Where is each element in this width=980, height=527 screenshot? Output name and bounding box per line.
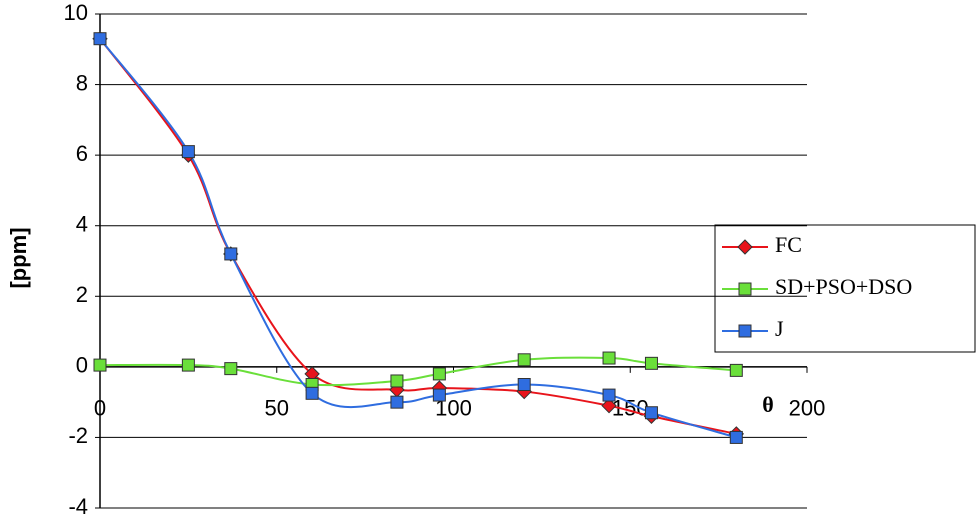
marker bbox=[432, 388, 446, 402]
legend-label: SD+PSO+DSO bbox=[775, 274, 912, 299]
x-tick-label: 50 bbox=[265, 396, 289, 421]
legend-marker bbox=[738, 324, 752, 338]
legend: FC SD+PSO+DSO J bbox=[714, 224, 976, 353]
marker bbox=[305, 386, 319, 400]
x-tick-label: 0 bbox=[94, 396, 106, 421]
y-tick-label: 2 bbox=[76, 282, 88, 307]
marker bbox=[181, 358, 195, 372]
legend-marker bbox=[737, 239, 753, 255]
marker bbox=[224, 362, 238, 376]
marker bbox=[644, 356, 658, 370]
y-tick-label: 8 bbox=[76, 70, 88, 95]
marker bbox=[390, 374, 404, 388]
y-axis-label: [ppm] bbox=[6, 227, 31, 288]
marker bbox=[181, 145, 195, 159]
marker bbox=[517, 378, 531, 391]
series-line bbox=[99, 356, 737, 387]
y-tick-label: 6 bbox=[76, 141, 88, 166]
y-tick-label: 10 bbox=[64, 0, 88, 25]
marker bbox=[224, 247, 238, 261]
series-line bbox=[99, 38, 737, 435]
y-tick-label: 0 bbox=[76, 353, 88, 378]
marker bbox=[602, 388, 616, 402]
marker bbox=[729, 430, 743, 444]
marker bbox=[432, 367, 446, 381]
y-tick-label: -2 bbox=[68, 423, 88, 448]
x-axis-label: θ bbox=[762, 392, 773, 417]
marker bbox=[601, 397, 617, 414]
x-tick-label: 200 bbox=[789, 396, 826, 421]
y-tick-label: 4 bbox=[76, 212, 88, 237]
legend-marker bbox=[738, 282, 752, 296]
marker bbox=[644, 406, 658, 420]
marker bbox=[390, 395, 404, 409]
legend-label: FC bbox=[775, 232, 802, 257]
legend-label: J bbox=[775, 316, 784, 341]
marker bbox=[93, 32, 107, 46]
marker bbox=[729, 363, 743, 377]
y-tick-label: -4 bbox=[68, 494, 88, 519]
marker bbox=[517, 353, 531, 367]
marker bbox=[602, 351, 616, 365]
marker bbox=[93, 358, 107, 372]
